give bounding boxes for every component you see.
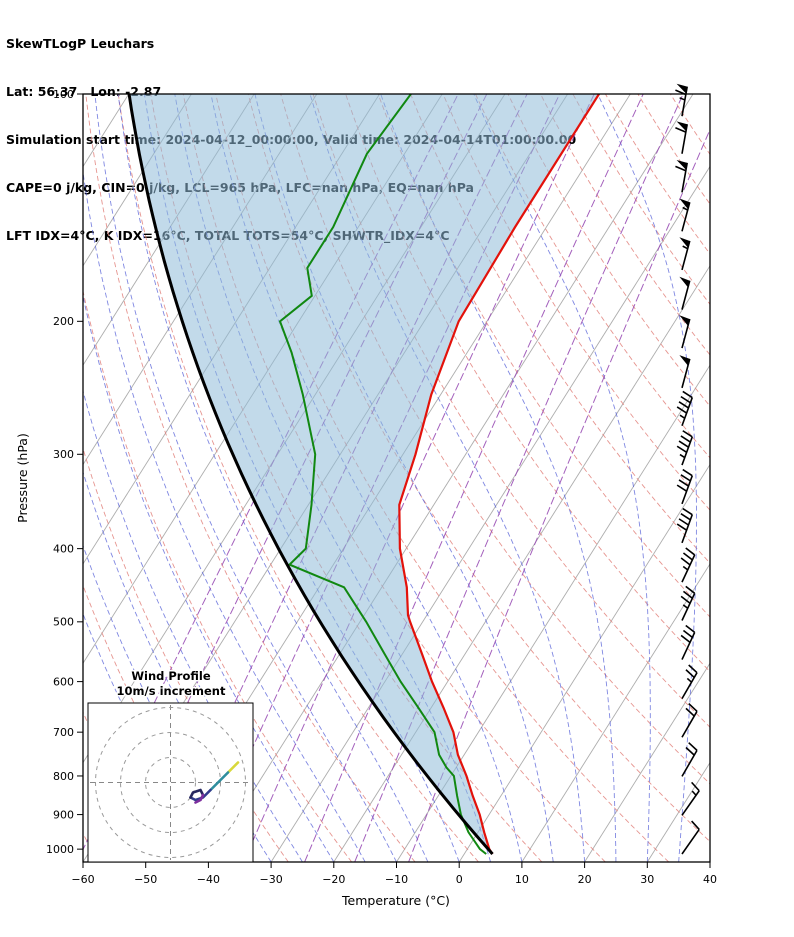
parcel-curve [127,94,494,855]
hodograph-subtitle: 10m/s increment [117,684,226,698]
hodograph-title: Wind Profile [131,669,211,683]
x-tick-label: −40 [197,873,220,886]
y-tick-label: 1000 [46,843,74,856]
hodograph-border [87,702,254,863]
y-axis-title: Pressure (hPa) [15,433,30,523]
x-tick-label: 10 [515,873,529,886]
y-tick-label: 800 [53,770,74,783]
y-tick-label: 700 [53,726,74,739]
x-tick-label: −10 [385,873,408,886]
hodograph-ring [145,757,196,808]
wind-barb [676,430,694,466]
wind-barb [681,742,698,777]
y-tick-label: 200 [53,315,74,328]
hodograph-trace [209,771,230,792]
wind-barb [676,390,694,427]
y-tick-label: 300 [53,448,74,461]
hodograph-trace [189,788,205,799]
wind-barb [675,121,688,154]
hodograph-ring [120,732,221,833]
hodograph-inset [87,702,254,863]
wind-barb [680,547,696,583]
wind-barb [675,83,688,117]
profile-curves [127,94,600,855]
y-tick-label: 900 [53,808,74,821]
wind-barb [680,585,696,621]
y-tick-label: 400 [53,542,74,555]
wind-barb [679,355,691,389]
hodograph-trace [194,793,205,804]
wind-barb [675,160,688,193]
x-tick-label: 20 [578,873,592,886]
x-axis-title: Temperature (°C) [341,893,450,908]
temperature-curve [398,94,600,855]
wind-barb [679,237,691,271]
wind-barb [680,624,696,660]
x-tick-label: −20 [322,873,345,886]
y-axis-ticks: 100 200 300 400 500 600 700 800 900 1000 [46,88,83,856]
cape-shading [129,94,599,854]
wind-barb [676,468,694,505]
x-tick-label: −30 [259,873,282,886]
x-tick-label: −60 [71,873,94,886]
x-tick-label: 40 [703,873,717,886]
x-tick-label: −50 [134,873,157,886]
wind-barb [681,664,698,700]
axes: −60 −50 −40 −30 −20 −10 0 10 20 30 40 100 200 300 400 5… [46,88,717,886]
wind-barb [681,820,700,855]
x-axis-ticks: −60 −50 −40 −30 −20 −10 0 10 20 30 40 [71,862,717,886]
wind-barb [681,781,700,816]
wind-barb [679,198,691,232]
wind-barb [679,276,691,310]
wind-barb [676,507,694,544]
dewpoint-curve [278,94,487,855]
hodograph-trace [226,761,240,774]
y-tick-label: 500 [53,616,74,629]
wind-barbs [675,83,700,855]
hodograph-ring [95,707,246,858]
y-tick-label: 600 [53,675,74,688]
y-tick-label: 100 [53,88,74,101]
x-tick-label: 0 [456,873,463,886]
hodograph-trace [189,788,212,802]
wind-barb [679,315,691,349]
wind-barb [681,703,698,738]
x-tick-label: 30 [640,873,654,886]
plot-title: SkewTLogP Leuchars [6,36,155,51]
